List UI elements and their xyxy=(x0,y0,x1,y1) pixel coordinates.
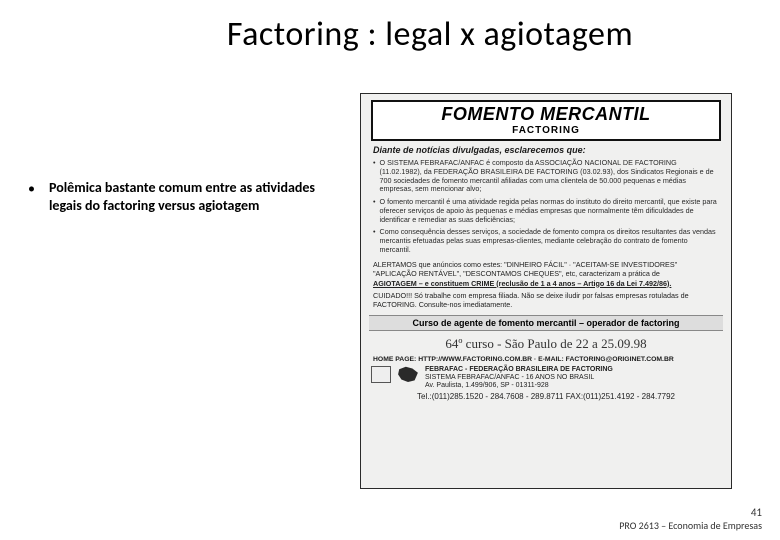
brazil-map-icon xyxy=(397,366,419,383)
ad-title-box: FOMENTO MERCANTIL FACTORING xyxy=(371,100,721,141)
ad-org-addr: Av. Paulista, 1.499/906, SP - 01311-928 xyxy=(425,382,549,389)
ad-lead: Diante de notícias divulgadas, esclarece… xyxy=(361,141,731,157)
ad-course-strip: Curso de agente de fomento mercantil – o… xyxy=(369,315,723,331)
ad-title-sub: FACTORING xyxy=(377,125,715,136)
ad-alert: ALERTAMOS que anúncios como estes: "DINH… xyxy=(361,257,731,290)
page-number: 41 xyxy=(751,506,762,519)
footer-course: PRO 2613 – Economia de Empresas xyxy=(619,519,762,532)
ad-org-sub: SISTEMA FEBRAFAC/ANFAC - 16 ANOS NO BRAS… xyxy=(425,374,594,381)
content-row: • Polêmica bastante comum entre as ativi… xyxy=(0,93,780,489)
ad-paragraph-1: •O SISTEMA FEBRAFAC/ANFAC é composto da … xyxy=(361,157,731,196)
slide-footer: 41 PRO 2613 – Economia de Empresas xyxy=(619,506,762,532)
right-column: FOMENTO MERCANTIL FACTORING Diante de no… xyxy=(360,93,742,489)
ad-p3-text: Como consequência desses serviços, a soc… xyxy=(380,228,719,254)
ad-alert-text: ALERTAMOS que anúncios como estes: "DINH… xyxy=(373,260,677,278)
ad-bottom-row: FEBRAFAC - FEDERAÇÃO BRASILEIRA DE FACTO… xyxy=(361,364,731,390)
ad-caution: CUIDADO!!! Só trabalhe com empresa filia… xyxy=(361,290,731,313)
ad-p1-text: O SISTEMA FEBRAFAC/ANFAC é composto da A… xyxy=(380,159,719,194)
advertisement-clipping: FOMENTO MERCANTIL FACTORING Diante de no… xyxy=(360,93,732,489)
bullet-marker: • xyxy=(28,179,49,214)
ad-alert-crime: AGIOTAGEM – e constituem CRIME (reclusão… xyxy=(373,279,671,288)
ad-title-main: FOMENTO MERCANTIL xyxy=(377,104,715,125)
bullet-item: • Polêmica bastante comum entre as ativi… xyxy=(28,179,350,214)
ad-course-info: 64º curso - São Paulo de 22 a 25.09.98 xyxy=(361,333,731,355)
slide-title: Factoring : legal x agiotagem xyxy=(0,0,780,55)
left-column: • Polêmica bastante comum entre as ativi… xyxy=(0,93,360,489)
ad-homepage: HOME PAGE: HTTP://WWW.FACTORING.COM.BR ·… xyxy=(361,355,731,364)
febrafac-logo-icon xyxy=(371,366,391,383)
ad-p2-text: O fomento mercantil é uma atividade regi… xyxy=(380,198,719,224)
ad-org-block: FEBRAFAC - FEDERAÇÃO BRASILEIRA DE FACTO… xyxy=(425,366,613,390)
bullet-text: Polêmica bastante comum entre as ativida… xyxy=(49,179,350,214)
ad-org-name: FEBRAFAC - FEDERAÇÃO BRASILEIRA DE FACTO… xyxy=(425,366,613,373)
ad-telephone: Tel.:(011)285.1520 - 284.7608 - 289.8711… xyxy=(361,390,731,401)
ad-paragraph-2: •O fomento mercantil é uma atividade reg… xyxy=(361,196,731,226)
ad-paragraph-3: •Como consequência desses serviços, a so… xyxy=(361,226,731,256)
